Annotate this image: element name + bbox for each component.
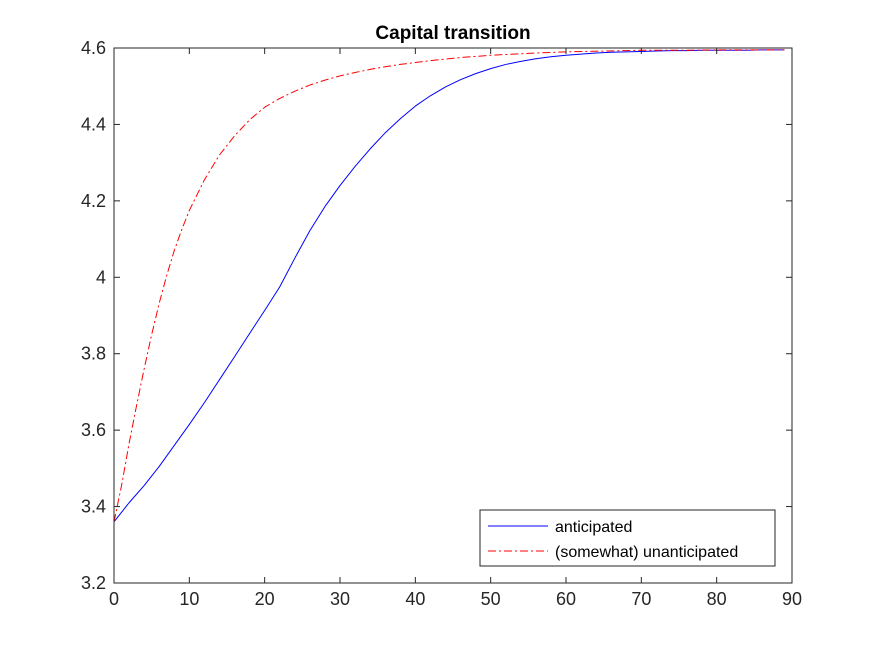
y-tick-label: 3.4 xyxy=(81,497,106,517)
x-tick-label: 60 xyxy=(556,589,576,609)
y-tick-label: 3.8 xyxy=(81,344,106,364)
series-layer xyxy=(113,49,785,523)
y-axis: 3.2 3.4 3.6 3.8 4 4.2 4.4 4.6 xyxy=(81,38,792,593)
x-tick-label: 0 xyxy=(109,589,119,609)
legend-label: (somewhat) unanticipated xyxy=(555,544,738,561)
y-tick-label: 3.6 xyxy=(81,420,106,440)
x-axis: 0 10 20 30 40 50 60 70 80 90 xyxy=(109,48,802,609)
legend-box xyxy=(479,509,776,567)
x-tick-label: 70 xyxy=(631,589,651,609)
y-tick-label: 4.4 xyxy=(81,114,106,134)
y-tick-label: 3.2 xyxy=(81,573,106,593)
legend: anticipated (somewhat) unanticipated xyxy=(479,509,776,567)
plot-frame xyxy=(113,47,793,584)
series-line-somewhat-unanticipated xyxy=(113,49,785,522)
series-line-anticipated xyxy=(113,49,785,523)
chart-title: Capital transition xyxy=(375,23,530,44)
plot-background xyxy=(114,48,792,583)
y-tick-label: 4.2 xyxy=(81,191,106,211)
x-tick-label: 50 xyxy=(481,589,501,609)
x-tick-label: 20 xyxy=(255,589,275,609)
y-tick-label: 4 xyxy=(96,267,106,287)
x-tick-label: 40 xyxy=(405,589,425,609)
x-tick-label: 30 xyxy=(330,589,350,609)
y-tick-label: 4.6 xyxy=(81,38,106,58)
legend-label: anticipated xyxy=(555,519,632,536)
x-tick-label: 90 xyxy=(782,589,802,609)
x-tick-label: 80 xyxy=(707,589,727,609)
x-tick-label: 10 xyxy=(179,589,199,609)
plot-area xyxy=(113,47,793,584)
